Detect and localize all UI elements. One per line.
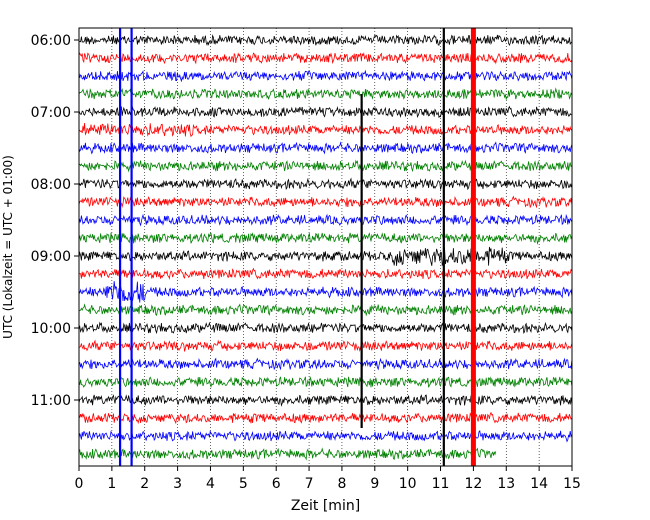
trace-line [78,213,573,227]
x-axis: 0 1 2 3 4 5 6 7 8 9 10 11 12 13 14 15 [75,466,581,492]
trace-line [78,69,573,83]
trace-line [78,159,573,173]
x-tick-label: 12 [464,476,482,492]
trace-line [78,267,573,280]
trace-line [78,411,573,425]
y-tick-label: 06:00 [31,33,71,49]
x-tick-label: 1 [107,476,116,492]
events-layer [118,28,476,466]
x-tick-label: 9 [370,476,379,492]
trace-line [78,303,573,317]
trace-line [78,281,573,303]
y-tick-label: 07:00 [31,105,71,121]
trace-line [78,52,573,65]
x-axis-title: Zeit [min] [291,498,360,514]
trace-line [78,87,573,101]
y-axis: 06:00 07:00 08:00 09:00 10:00 11:00 [31,33,79,409]
x-tick-label: 15 [563,476,581,492]
y-tick-label: 08:00 [31,177,71,193]
trace-line [78,34,573,47]
trace-line [78,246,573,267]
trace-line [78,232,573,245]
plot-frame [78,27,573,467]
x-tick-label: 11 [432,476,450,492]
trace-line [78,357,573,371]
y-tick-label: 09:00 [31,249,71,265]
y-tick-label: 11:00 [31,393,71,409]
x-tick-label: 7 [305,476,314,492]
trace-line [78,122,573,138]
x-tick-label: 8 [337,476,346,492]
trace-line [78,141,573,155]
x-tick-label: 13 [497,476,515,492]
trace-line [78,105,572,119]
y-tick-label: 10:00 [31,321,71,337]
trace-line [78,177,573,191]
x-tick-label: 10 [399,476,417,492]
trace-line [78,447,497,461]
trace-line [78,394,573,407]
x-tick-label: 14 [530,476,548,492]
trace-line [78,375,573,389]
x-tick-label: 0 [75,476,84,492]
x-tick-label: 3 [173,476,182,492]
y-axis-title: UTC (Lokalzeit = UTC + 01:00) [1,155,15,339]
trace-line [78,430,573,443]
x-tick-label: 5 [239,476,248,492]
x-tick-label: 4 [206,476,215,492]
trace-line [78,339,573,353]
x-tick-label: 2 [140,476,149,492]
x-tick-label: 6 [272,476,281,492]
trace-line [78,321,573,335]
trace-line [78,195,573,209]
traces-layer [78,34,573,461]
